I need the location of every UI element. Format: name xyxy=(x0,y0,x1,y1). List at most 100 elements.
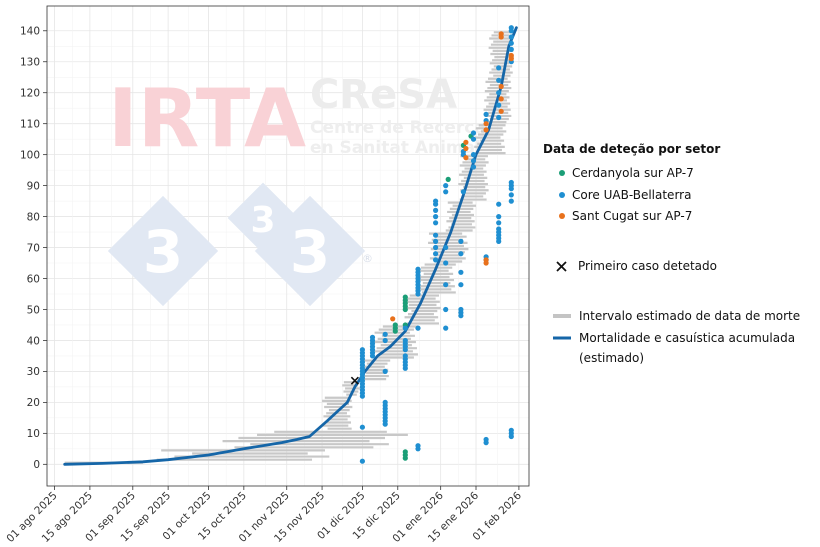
point-core-uab-bellaterra xyxy=(359,424,365,430)
y-tick-label: 110 xyxy=(20,118,40,130)
point-core-uab-bellaterra xyxy=(508,198,514,204)
y-tick-label: 30 xyxy=(27,366,40,378)
detection-points xyxy=(359,25,514,464)
point-core-uab-bellaterra xyxy=(470,164,477,170)
y-tick-label: 0 xyxy=(33,459,40,471)
point-core-uab-bellaterra xyxy=(496,102,502,108)
watermark-cresa: CReSA xyxy=(310,72,457,118)
first-case-marker-b xyxy=(350,376,359,385)
point-core-uab-bellaterra xyxy=(433,232,439,238)
legend-label-cumulative-2: (estimado) xyxy=(579,351,644,365)
point-core-uab-bellaterra xyxy=(496,214,502,220)
point-core-uab-bellaterra xyxy=(470,158,477,164)
y-tick-label: 140 xyxy=(20,26,40,38)
legend-title: Data de deteção por setor xyxy=(543,142,720,156)
y-tick-label: 80 xyxy=(27,211,40,223)
legend-label-first-case: Primeiro caso detetado xyxy=(578,259,717,273)
point-core-uab-bellaterra xyxy=(458,269,464,275)
point-core-uab-bellaterra xyxy=(433,207,439,213)
point-core-uab-bellaterra xyxy=(443,244,449,251)
point-core-uab-bellaterra xyxy=(470,136,477,142)
point-core-uab-bellaterra xyxy=(508,427,514,433)
point-core-uab-bellaterra xyxy=(443,282,449,288)
legend-key-core xyxy=(559,192,565,198)
watermark-irta: IRTA xyxy=(108,72,306,165)
point-core-uab-bellaterra xyxy=(508,179,514,186)
legend-key-santcugat xyxy=(559,213,565,219)
legend-label-santcugat: Sant Cugat sur AP-7 xyxy=(572,209,692,223)
point-core-uab-bellaterra xyxy=(496,220,502,226)
gridlines xyxy=(47,6,529,486)
point-core-uab-bellaterra xyxy=(496,226,502,232)
point-core-uab-bellaterra xyxy=(443,189,449,195)
point-core-uab-bellaterra xyxy=(458,251,464,257)
point-core-uab-bellaterra xyxy=(483,436,489,443)
point-core-uab-bellaterra xyxy=(508,46,514,53)
point-core-uab-bellaterra xyxy=(458,282,464,288)
point-sant-cugat-sur-ap-7 xyxy=(483,121,489,127)
point-core-uab-bellaterra xyxy=(458,306,464,313)
y-tick-label: 120 xyxy=(20,88,40,100)
point-sant-cugat-sur-ap-7 xyxy=(498,31,504,37)
logo-registered: ® xyxy=(362,252,373,265)
point-core-uab-bellaterra xyxy=(402,353,408,359)
point-core-uab-bellaterra xyxy=(508,34,514,40)
point-core-uab-bellaterra xyxy=(470,152,477,158)
point-core-uab-bellaterra xyxy=(415,266,421,272)
point-core-uab-bellaterra xyxy=(359,458,365,464)
point-core-uab-bellaterra xyxy=(496,114,502,121)
legend-label-core: Core UAB-Bellaterra xyxy=(572,188,691,202)
point-core-uab-bellaterra xyxy=(433,214,439,220)
y-tick-label: 70 xyxy=(27,242,40,254)
point-core-uab-bellaterra xyxy=(433,251,439,257)
legend-key-cerdanyola xyxy=(559,170,565,176)
point-core-uab-bellaterra xyxy=(508,40,514,46)
point-cerdanyola-sur-ap-7 xyxy=(445,176,451,182)
logo-digit-top: 3 xyxy=(250,200,275,241)
point-sant-cugat-sur-ap-7 xyxy=(498,108,504,114)
point-core-uab-bellaterra xyxy=(496,77,502,83)
point-core-uab-bellaterra xyxy=(382,331,388,337)
point-core-uab-bellaterra xyxy=(508,25,514,31)
point-core-uab-bellaterra xyxy=(433,238,439,244)
point-core-uab-bellaterra xyxy=(369,334,376,340)
point-cerdanyola-sur-ap-7 xyxy=(392,322,398,328)
point-sant-cugat-sur-ap-7 xyxy=(463,145,469,152)
point-core-uab-bellaterra xyxy=(415,443,421,449)
point-core-uab-bellaterra xyxy=(433,220,439,226)
legend-key-first-case xyxy=(556,261,567,272)
point-core-uab-bellaterra xyxy=(508,192,514,198)
y-tick-label: 90 xyxy=(27,180,40,192)
point-sant-cugat-sur-ap-7 xyxy=(483,257,489,263)
point-core-uab-bellaterra xyxy=(496,65,502,71)
point-core-uab-bellaterra xyxy=(359,347,365,353)
first-case-marker-group xyxy=(350,376,359,385)
point-core-uab-bellaterra xyxy=(443,306,449,313)
point-core-uab-bellaterra xyxy=(483,111,489,117)
point-cerdanyola-sur-ap-7 xyxy=(402,449,408,455)
y-tick-label: 40 xyxy=(27,335,40,347)
watermark-cresa-sub2: en Sanitat Animal xyxy=(310,138,481,158)
y-tick-label: 130 xyxy=(20,57,40,69)
point-core-uab-bellaterra xyxy=(443,183,449,189)
watermark-cresa-sub1: Centre de Recerca xyxy=(310,118,486,138)
point-cerdanyola-sur-ap-7 xyxy=(402,294,408,300)
point-sant-cugat-sur-ap-7 xyxy=(498,83,504,90)
point-core-uab-bellaterra xyxy=(382,368,388,374)
point-sant-cugat-sur-ap-7 xyxy=(508,52,514,59)
point-core-uab-bellaterra xyxy=(433,257,439,263)
point-core-uab-bellaterra xyxy=(443,260,449,266)
point-core-uab-bellaterra xyxy=(443,325,449,331)
point-core-uab-bellaterra xyxy=(460,189,466,195)
point-sant-cugat-sur-ap-7 xyxy=(463,139,469,145)
point-core-uab-bellaterra xyxy=(402,325,408,331)
legend-label-cerdanyola: Cerdanyola sur AP-7 xyxy=(572,166,694,180)
point-core-uab-bellaterra xyxy=(382,337,388,344)
point-core-uab-bellaterra xyxy=(433,198,439,204)
point-sant-cugat-sur-ap-7 xyxy=(463,155,469,161)
y-tick-label: 20 xyxy=(27,397,40,409)
y-tick-label: 50 xyxy=(27,304,40,316)
point-core-uab-bellaterra xyxy=(470,130,477,136)
point-core-uab-bellaterra xyxy=(458,238,464,244)
point-core-uab-bellaterra xyxy=(496,201,502,207)
